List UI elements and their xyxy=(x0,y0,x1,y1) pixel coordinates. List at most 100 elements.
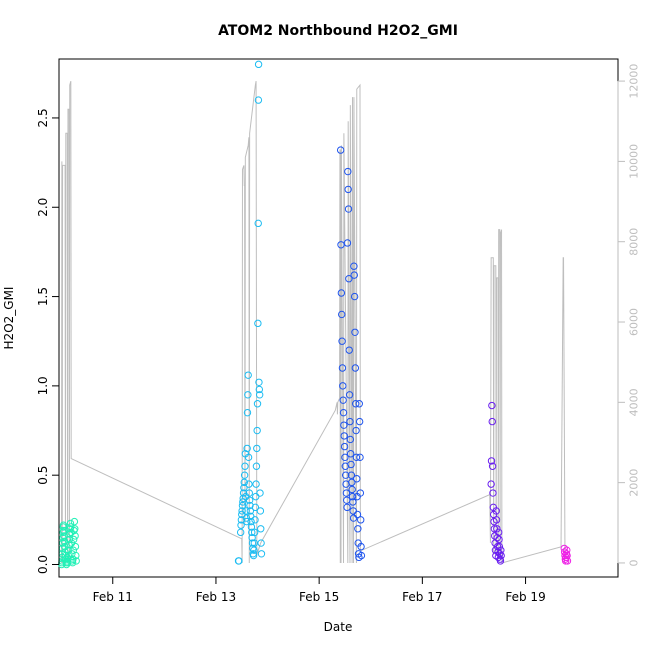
data-point xyxy=(235,557,243,565)
data-point xyxy=(347,471,356,479)
data-point xyxy=(357,516,365,524)
data-point xyxy=(253,400,262,408)
y2-tick-label: 2000 xyxy=(628,469,641,497)
data-point xyxy=(253,426,261,435)
data-point xyxy=(563,557,572,565)
data-point xyxy=(346,417,354,426)
data-point xyxy=(341,471,350,479)
data-point xyxy=(355,400,363,408)
y2-tick-label: 0 xyxy=(628,559,641,566)
data-point xyxy=(344,205,353,213)
data-point xyxy=(237,521,245,529)
data-point xyxy=(245,489,253,497)
data-point xyxy=(351,364,360,372)
data-point xyxy=(238,507,246,515)
data-point xyxy=(340,421,348,429)
data-point xyxy=(256,489,264,497)
data-point xyxy=(255,385,264,394)
data-point xyxy=(257,539,265,547)
data-point xyxy=(242,507,250,515)
data-point xyxy=(345,391,354,399)
y-tick-label: 2.5 xyxy=(36,108,50,127)
data-point xyxy=(246,507,255,515)
data-point xyxy=(345,275,353,283)
data-point xyxy=(497,551,505,560)
data-point xyxy=(251,503,260,512)
data-point xyxy=(71,532,79,540)
data-point xyxy=(252,492,260,501)
data-point xyxy=(247,512,255,520)
data-point xyxy=(66,530,74,538)
data-point xyxy=(349,498,357,506)
x-tick-label: Feb 17 xyxy=(402,590,442,604)
x-tick-label: Feb 11 xyxy=(93,590,133,604)
series-4 xyxy=(487,401,505,565)
data-point xyxy=(59,534,67,542)
data-point xyxy=(69,535,78,544)
data-point xyxy=(245,480,253,488)
series-3 xyxy=(336,146,366,562)
data-point xyxy=(348,478,356,487)
data-point xyxy=(72,551,80,560)
data-point xyxy=(240,483,248,492)
data-point xyxy=(250,546,258,554)
x-tick-label: Feb 13 xyxy=(196,590,236,604)
data-point xyxy=(344,167,352,176)
data-point xyxy=(356,489,365,497)
data-point xyxy=(340,432,348,440)
data-point xyxy=(239,489,248,497)
data-point xyxy=(242,514,251,522)
data-point xyxy=(344,185,352,194)
points-layer xyxy=(57,60,572,569)
data-point xyxy=(59,521,68,529)
data-point xyxy=(347,460,355,469)
data-point xyxy=(255,378,263,386)
y2-tick-label: 4000 xyxy=(628,388,641,416)
data-point xyxy=(562,553,570,562)
data-point xyxy=(250,528,259,537)
data-point xyxy=(244,371,252,379)
data-point xyxy=(243,517,251,526)
data-point xyxy=(68,550,76,558)
y-tick-label: 0.0 xyxy=(36,555,50,574)
series-5 xyxy=(560,544,572,565)
data-point xyxy=(71,542,80,551)
data-point xyxy=(563,546,571,554)
data-point xyxy=(492,516,501,524)
data-point xyxy=(244,453,253,462)
data-point xyxy=(339,382,347,390)
y-tick-label: 2.0 xyxy=(36,198,50,217)
data-point xyxy=(249,544,257,553)
data-point xyxy=(353,510,362,519)
data-point xyxy=(487,480,495,488)
data-point xyxy=(563,551,571,560)
data-point xyxy=(352,400,360,408)
data-point xyxy=(495,535,503,544)
data-point xyxy=(340,442,349,451)
data-point xyxy=(496,557,505,565)
y2-tick-label: 8000 xyxy=(628,228,641,256)
data-point xyxy=(248,528,256,537)
data-point xyxy=(254,319,262,328)
data-point xyxy=(337,289,346,297)
data-point xyxy=(350,292,359,301)
data-point xyxy=(241,462,249,470)
data-point xyxy=(257,525,265,533)
data-point xyxy=(68,559,77,567)
data-point xyxy=(251,516,259,524)
y2-tick-label: 10000 xyxy=(628,144,641,179)
data-point xyxy=(488,417,496,426)
data-point xyxy=(348,492,357,501)
data-point xyxy=(240,478,248,487)
data-point xyxy=(247,517,255,526)
plot-frame xyxy=(58,58,619,578)
data-point xyxy=(357,542,365,551)
data-point xyxy=(345,346,353,354)
data-point xyxy=(494,528,503,537)
data-point xyxy=(65,535,74,544)
data-point xyxy=(255,391,264,399)
data-point xyxy=(339,396,347,404)
data-point xyxy=(253,444,261,453)
data-point xyxy=(254,219,262,228)
data-point xyxy=(70,517,79,526)
